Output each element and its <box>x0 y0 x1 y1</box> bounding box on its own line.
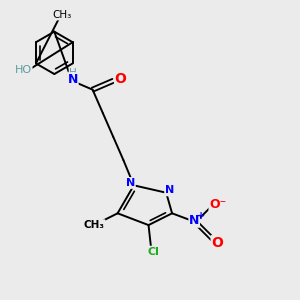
Text: O⁻: O⁻ <box>209 198 226 211</box>
Text: HO: HO <box>15 64 32 75</box>
Text: N: N <box>68 73 78 86</box>
Text: O: O <box>211 236 223 250</box>
Text: H: H <box>69 68 77 78</box>
Text: N: N <box>189 214 200 227</box>
Text: Cl: Cl <box>147 247 159 256</box>
Text: CH₃: CH₃ <box>84 220 105 230</box>
Text: O: O <box>115 72 127 86</box>
Text: +: + <box>197 211 205 221</box>
Text: CH₃: CH₃ <box>52 10 71 20</box>
Text: N: N <box>126 178 135 188</box>
Text: N: N <box>165 185 174 195</box>
